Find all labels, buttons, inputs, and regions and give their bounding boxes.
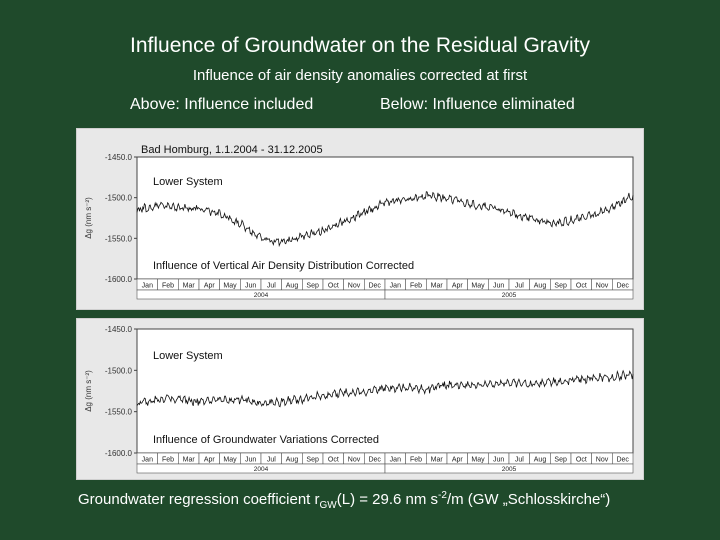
- chart2-month-label: Apr: [452, 457, 464, 464]
- label-below: Below: Influence eliminated: [380, 96, 575, 113]
- footer-suffix: /m (GW „Schlosskirche“): [446, 491, 611, 508]
- chart1-month-label: May: [471, 283, 485, 290]
- chart2-series-label: Lower System: [153, 350, 223, 362]
- chart1-month-label: Jan: [390, 283, 401, 290]
- label-above: Above: Influence included: [130, 96, 314, 113]
- chart2-plot-area: [136, 328, 634, 454]
- chart1-month-label: Aug: [286, 283, 299, 290]
- chart1-year-label: 2004: [254, 292, 269, 299]
- slide-subtitle: Influence of air density anomalies corre…: [192, 67, 528, 84]
- chart2-month-label: Mar: [431, 457, 444, 464]
- chart2-month-label: Sep: [554, 457, 567, 464]
- chart2-year-label: 2004: [254, 466, 269, 473]
- chart2-month-label: Aug: [286, 457, 299, 464]
- chart1-month-label: Feb: [162, 283, 174, 290]
- chart1-ytick-label: -1550.0: [105, 234, 133, 243]
- chart2-month-label: Feb: [410, 457, 422, 464]
- chart2-month-label: Feb: [162, 457, 174, 464]
- chart1-month-label: Dec: [368, 283, 381, 290]
- chart1-ytick-label: -1500.0: [105, 194, 133, 203]
- chart2-month-label: Aug: [534, 457, 547, 464]
- chart2-month-label: Dec: [368, 457, 381, 464]
- footer-sub-gw: GW: [319, 500, 337, 511]
- chart2-month-label: Jun: [245, 457, 256, 464]
- chart2-month-label: Apr: [204, 457, 216, 464]
- chart2-month-label: Sep: [306, 457, 319, 464]
- chart1-month-label: Sep: [554, 283, 567, 290]
- chart2-month-label: Dec: [616, 457, 629, 464]
- chart2-month-label: Jul: [267, 457, 276, 464]
- chart2-month-label: Jan: [142, 457, 153, 464]
- footer-prefix: Groundwater regression coefficient r: [78, 491, 320, 508]
- chart1-month-label: Nov: [596, 283, 609, 290]
- regression-coefficient-footer: Groundwater regression coefficient rGW(L…: [78, 490, 610, 511]
- chart1-month-label: Jun: [493, 283, 504, 290]
- chart2-month-label: Mar: [183, 457, 196, 464]
- chart2-ytick-label: -1550.0: [105, 408, 133, 417]
- chart2-month-label: Jan: [390, 457, 401, 464]
- chart2-series-line-lower-system: [136, 369, 634, 408]
- footer-sup-exponent: -2: [438, 490, 447, 501]
- chart2-ytick-label: -1600.0: [105, 449, 133, 458]
- chart2-ytick-label: -1500.0: [105, 366, 133, 375]
- chart1-series-label: Lower System: [153, 176, 223, 188]
- chart2-year-label: 2005: [502, 466, 517, 473]
- chart2-month-label: May: [223, 457, 237, 464]
- chart1-year-label: 2005: [502, 292, 517, 299]
- chart1-month-label: Jan: [142, 283, 153, 290]
- chart1-year-cell: [384, 289, 634, 300]
- chart1-month-label: Aug: [534, 283, 547, 290]
- chart2-month-label: Oct: [576, 457, 587, 464]
- chart1-month-label: Jun: [245, 283, 256, 290]
- chart1-month-label: Mar: [183, 283, 196, 290]
- chart1-y-axis-label: Δg (nm s⁻²): [84, 197, 93, 239]
- chart2-y-axis-label: Δg (nm s⁻²): [84, 370, 93, 412]
- chart2-month-label: Nov: [348, 457, 361, 464]
- chart-panel-influence-included: -1450.0 -1500.0 -1550.0 -1600.0 Δg (nm s⁻²) B…: [76, 128, 644, 310]
- chart1-month-label: Mar: [431, 283, 444, 290]
- chart1-month-label: Jul: [515, 283, 524, 290]
- chart1-month-label: Nov: [348, 283, 361, 290]
- chart-svg-influence-eliminated: -1450.0 -1500.0 -1550.0 -1600.0 Δg (nm s⁻²) L…: [84, 325, 634, 474]
- chart1-month-label: May: [223, 283, 237, 290]
- chart1-month-label: Dec: [616, 283, 629, 290]
- chart-svg-influence-included: -1450.0 -1500.0 -1550.0 -1600.0 Δg (nm s⁻²) B…: [84, 144, 634, 300]
- chart1-month-label: Oct: [328, 283, 339, 290]
- chart1-month-label: Apr: [204, 283, 216, 290]
- chart-panel-influence-eliminated: -1450.0 -1500.0 -1550.0 -1600.0 Δg (nm s⁻²) L…: [76, 318, 644, 480]
- chart2-month-label: Nov: [596, 457, 609, 464]
- chart1-series-line-lower-system: [136, 191, 634, 248]
- chart1-chart-title: Bad Homburg, 1.1.2004 - 31.12.2005: [141, 144, 323, 156]
- chart2-month-label: Jun: [493, 457, 504, 464]
- chart1-month-label: Sep: [306, 283, 319, 290]
- chart2-month-label: Oct: [328, 457, 339, 464]
- chart2-annotation: Influence of Groundwater Variations Corr…: [153, 434, 379, 446]
- chart2-year-cell: [384, 463, 634, 474]
- chart1-month-label: Oct: [576, 283, 587, 290]
- chart2-ytick-label: -1450.0: [105, 325, 133, 334]
- chart1-ytick-label: -1600.0: [105, 275, 133, 284]
- chart2-month-label: Jul: [515, 457, 524, 464]
- chart2-month-label: May: [471, 457, 485, 464]
- slide-title: Influence of Groundwater on the Residual…: [130, 34, 590, 57]
- footer-mid: (L) = 29.6 nm s: [336, 491, 439, 508]
- chart1-annotation: Influence of Vertical Air Density Distri…: [153, 260, 414, 272]
- chart1-month-label: Feb: [410, 283, 422, 290]
- chart1-month-label: Apr: [452, 283, 464, 290]
- chart1-ytick-label: -1450.0: [105, 153, 133, 162]
- chart1-plot-area: [136, 156, 634, 280]
- chart1-month-label: Jul: [267, 283, 276, 290]
